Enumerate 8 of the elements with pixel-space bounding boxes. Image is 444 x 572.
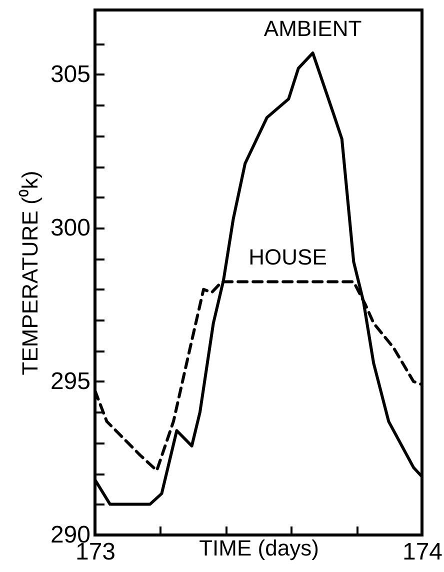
- y-axis-title: TEMPERATURE (⁰k): [17, 170, 42, 376]
- x-tick-label: 174: [402, 538, 443, 566]
- series-label: AMBIENT: [264, 16, 362, 41]
- y-tick-label: 305: [50, 60, 90, 88]
- y-tick-label: 300: [50, 214, 90, 242]
- series-label: HOUSE: [248, 244, 327, 270]
- x-axis-title: TIME (days): [199, 536, 319, 560]
- y-tick-label: 295: [50, 368, 90, 395]
